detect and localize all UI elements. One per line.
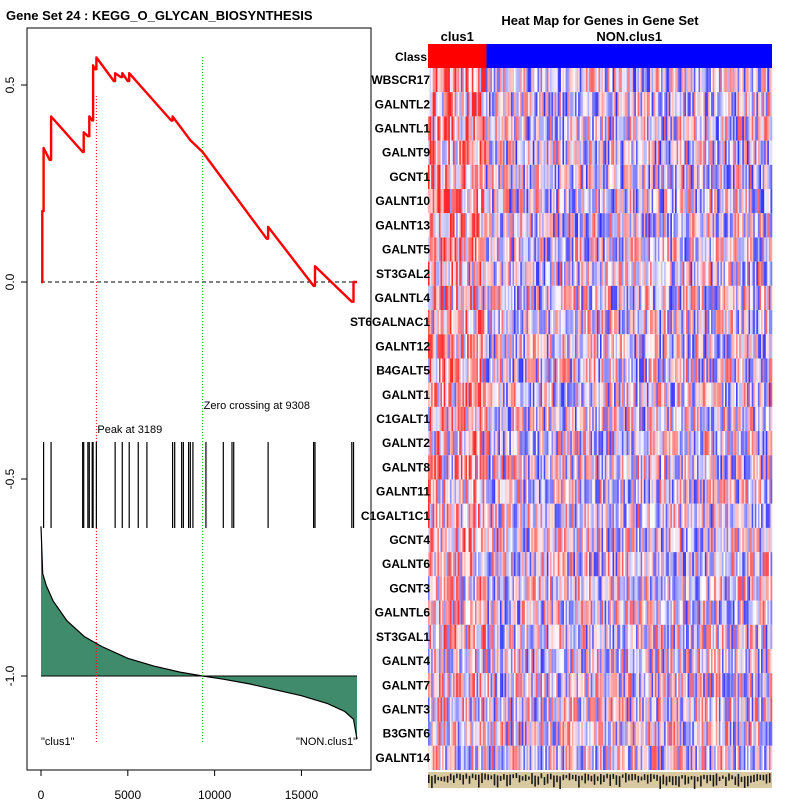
- heatmap-cell: [770, 165, 772, 189]
- y-tick-label: 0.0: [3, 273, 17, 290]
- enrichment-plot-title: Gene Set 24 : KEGG_O_GLYCAN_BIOSYNTHESIS: [6, 8, 313, 23]
- x-tick-label: 15000: [285, 788, 319, 800]
- heatmap-cell: [770, 480, 772, 504]
- heatmap-cell: [770, 141, 772, 165]
- heatmap-cell: [770, 92, 772, 116]
- right-class-label: "NON.clus1": [296, 736, 357, 748]
- y-tick-label: 0.5: [3, 76, 17, 93]
- class-row-label: Class: [395, 50, 427, 64]
- heatmap-cell: [770, 455, 772, 479]
- heatmap-cell: [770, 262, 772, 286]
- heatmap-cell: [770, 189, 772, 213]
- class-label-clus1: clus1: [441, 29, 474, 44]
- heatmap-cell: [770, 407, 772, 431]
- heatmap-title: Heat Map for Genes in Gene Set: [501, 13, 699, 28]
- class-bar: [428, 44, 772, 68]
- y-tick-label: -1.0: [3, 665, 17, 686]
- enrichment-score-line: [41, 57, 357, 301]
- class-bar-non-clus1: [486, 44, 772, 68]
- enrichment-score-path: [41, 57, 357, 301]
- zero-crossing-annotation: Zero crossing at 9308: [204, 400, 310, 412]
- heatmap-cell: [770, 116, 772, 140]
- gene-hit-ticks: [44, 442, 354, 528]
- heatmap-cell: [770, 334, 772, 358]
- class-label-non-clus1: NON.clus1: [596, 29, 662, 44]
- ranked-metric-fill: [41, 526, 357, 739]
- heatmap-cell: [770, 237, 772, 261]
- heatmap-cell: [770, 358, 772, 382]
- x-tick-label: 10000: [198, 788, 232, 800]
- heatmap-cell: [770, 504, 772, 528]
- x-axis: 0 5000 10000 15000: [38, 770, 319, 800]
- heatmap-cell: [770, 213, 772, 237]
- ranked-metric-curve: [41, 526, 357, 739]
- heatmap-cell: [770, 552, 772, 576]
- enrichment-plot: 0 5000 10000 15000 0.5 0.0 -0.5 -1.0 Peak at 3…: [3, 28, 371, 800]
- y-tick-label: -0.5: [3, 468, 17, 489]
- ranked-metric-area: [41, 526, 357, 739]
- left-class-label: "clus1": [41, 736, 75, 748]
- heatmap-cells: [428, 68, 772, 770]
- heatmap-cell: [770, 431, 772, 455]
- x-tick-label: 5000: [114, 788, 141, 800]
- heatmap-cell: [770, 576, 772, 600]
- heatmap-cell: [770, 68, 772, 92]
- heatmap-cell: [770, 286, 772, 310]
- y-axis: 0.5 0.0 -0.5 -1.0: [3, 76, 27, 686]
- peak-annotation: Peak at 3189: [97, 424, 162, 436]
- class-bar-clus1: [428, 44, 486, 68]
- heatmap: Heat Map for Genes in Gene Set clus1 NON…: [350, 13, 772, 789]
- heatmap-cell: [770, 528, 772, 552]
- heatmap-cell: [770, 383, 772, 407]
- x-tick-label: 0: [38, 788, 45, 800]
- heatmap-cell: [770, 310, 772, 334]
